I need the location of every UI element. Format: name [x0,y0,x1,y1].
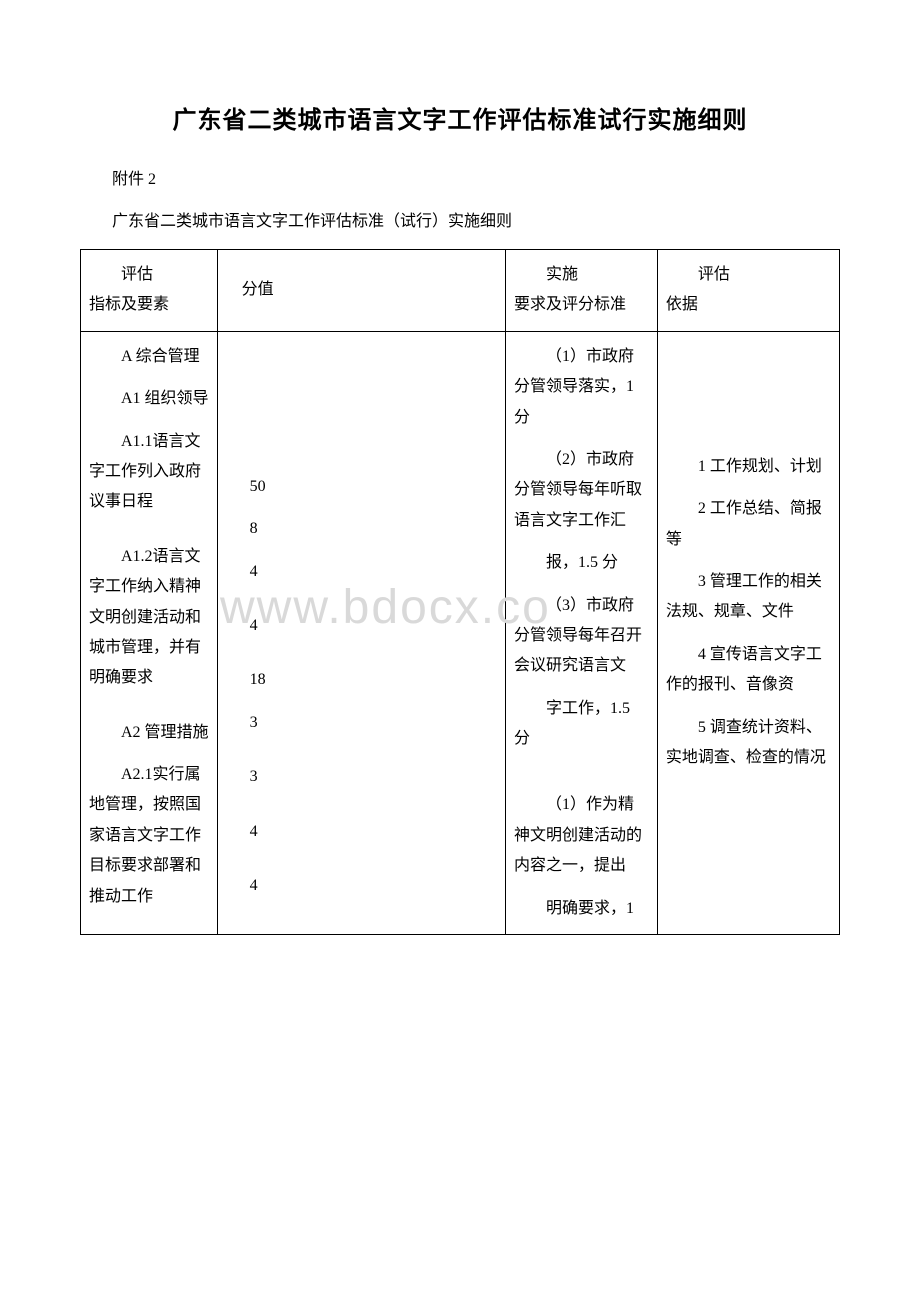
header-col3-line1: 实施 [514,260,649,290]
req-4: （1）作为精神文明创建活动的内容之一，提出 [514,790,649,881]
basis-3: 3 管理工作的相关法规、规章、文件 [666,567,831,628]
cell-basis: 1 工作规划、计划 2 工作总结、简报等 3 管理工作的相关法规、规章、文件 4… [657,331,839,934]
indicator-a1: A1 组织领导 [89,384,209,414]
basis-2: 2 工作总结、简报等 [666,494,831,555]
table-row: A 综合管理 A1 组织领导 A1.1语言文字工作列入政府议事日程 A1.2语言… [81,331,840,934]
indicator-a2-1: A2.1实行属地管理，按照国家语言文字工作目标要求部署和推动工作 [89,760,209,912]
score-8: 8 [226,514,497,544]
header-col1-line1: 评估 [89,260,209,290]
score-4d: 4 [226,871,497,901]
basis-4: 4 宣传语言文字工作的报刊、音像资 [666,640,831,701]
header-col1-line2: 指标及要素 [89,296,169,313]
indicator-a1-1: A1.1语言文字工作列入政府议事日程 [89,427,209,518]
req-2b: 报，1.5 分 [514,548,649,578]
cell-requirements: （1）市政府分管领导落实，1 分 （2）市政府分管领导每年听取语言文字工作汇 报… [506,331,658,934]
score-3a: 3 [226,708,497,738]
header-col2-text: 分值 [226,281,274,298]
score-4b: 4 [226,611,497,641]
req-1: （1）市政府分管领导落实，1 分 [514,342,649,433]
indicator-a: A 综合管理 [89,342,209,372]
header-col4: 评估 依据 [657,250,839,332]
document-title: 广东省二类城市语言文字工作评估标准试行实施细则 [80,100,840,135]
indicator-a2: A2 管理措施 [89,718,209,748]
cell-scores: 50 8 4 4 18 3 3 [217,331,505,934]
header-col4-line2: 依据 [666,296,698,313]
basis-5: 5 调查统计资料、实地调查、检查的情况 [666,713,831,774]
attachment-label: 附件 2 [80,165,840,189]
req-4b: 明确要求，1 [514,894,649,924]
header-col2: 分值 [217,250,505,332]
header-col1: 评估 指标及要素 [81,250,218,332]
header-col3: 实施 要求及评分标准 [506,250,658,332]
indicator-a1-2: A1.2语言文字工作纳入精神文明创建活动和城市管理，并有明确要求 [89,542,209,694]
table-header-row: 评估 指标及要素 分值 实施 要求及评分标准 评估 依据 [81,250,840,332]
document-subtitle: 广东省二类城市语言文字工作评估标准（试行）实施细则 [80,207,840,231]
score-50: 50 [226,472,497,502]
cell-indicators: A 综合管理 A1 组织领导 A1.1语言文字工作列入政府议事日程 A1.2语言… [81,331,218,934]
header-col4-line1: 评估 [666,260,831,290]
req-2: （2）市政府分管领导每年听取语言文字工作汇 [514,445,649,536]
req-3: （3）市政府分管领导每年召开会议研究语言文 [514,591,649,682]
evaluation-table: 评估 指标及要素 分值 实施 要求及评分标准 评估 依据 A 综合管理 A1 组 [80,249,840,935]
header-col3-line2: 要求及评分标准 [514,296,626,313]
score-3b: 3 [226,762,497,792]
req-3b: 字工作，1.5 分 [514,694,649,755]
score-18: 18 [226,665,497,695]
basis-1: 1 工作规划、计划 [666,452,831,482]
score-4c: 4 [226,817,497,847]
score-4a: 4 [226,557,497,587]
